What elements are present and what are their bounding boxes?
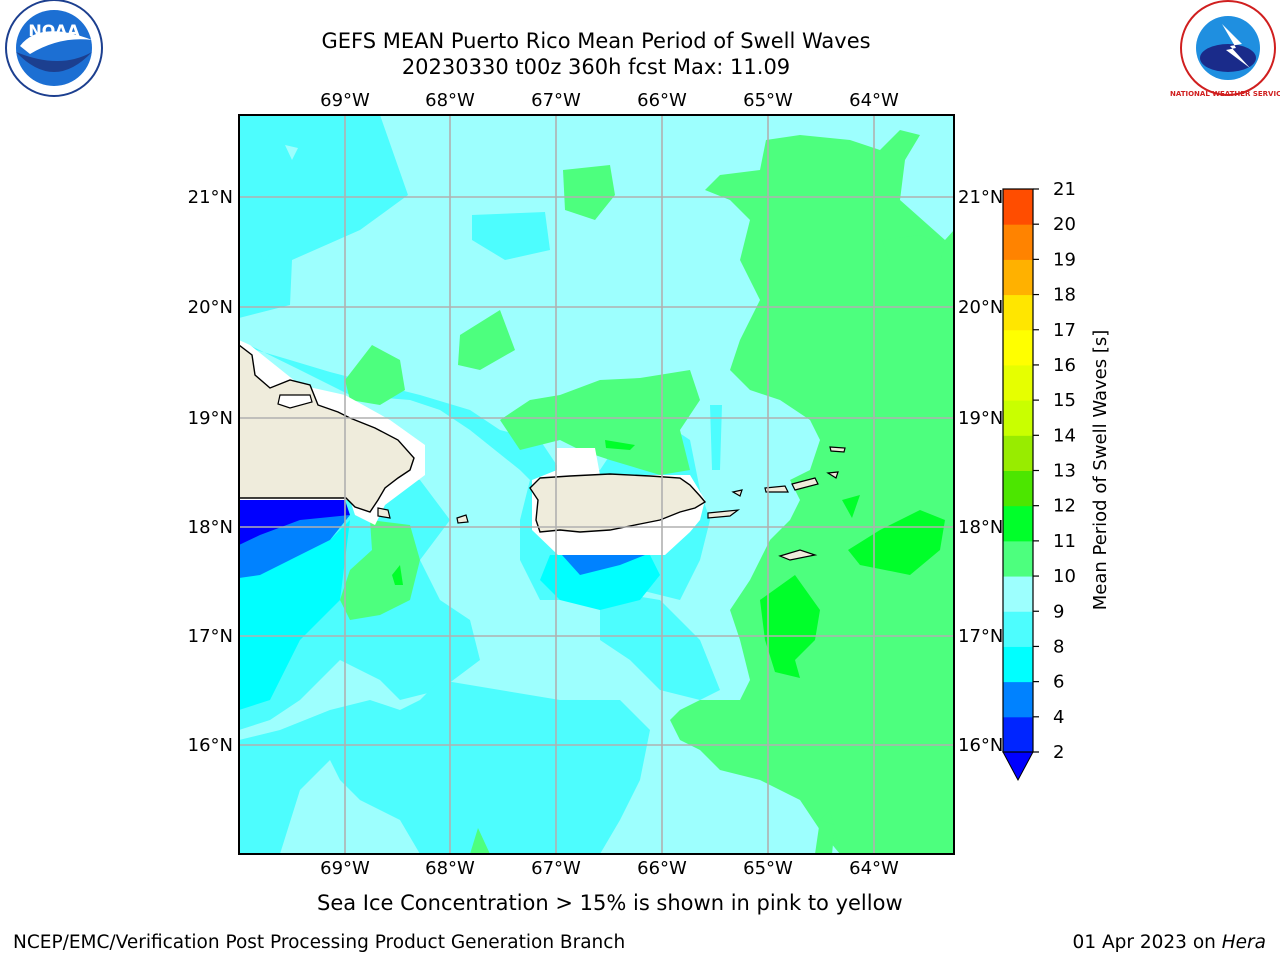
colorbar-tick-label: 11 (1053, 531, 1076, 552)
chart-title-line2: 20230330 t00z 360h fcst Max: 11.09 (401, 55, 791, 79)
lon-labels-bottom: 69°W 68°W 67°W 66°W 65°W 64°W (320, 858, 899, 879)
lon-label-top: 64°W (849, 90, 899, 111)
nws-logo-text: NATIONAL WEATHER SERVICE (1170, 90, 1280, 98)
colorbar-label: Mean Period of Swell Waves [s] (1090, 330, 1111, 611)
colorbar-tick-label: 14 (1053, 425, 1076, 446)
colorbar-tick-label: 13 (1053, 461, 1076, 482)
lon-label-top: 68°W (425, 90, 475, 111)
sea-ice-caption: Sea Ice Concentration > 15% is shown in … (317, 891, 903, 915)
colorbar-band (1003, 540, 1033, 577)
colorbar-band (1003, 646, 1033, 683)
footer-right: 01 Apr 2023 on Hera (1073, 932, 1266, 953)
graticule (239, 115, 954, 854)
colorbar-band (1003, 400, 1033, 436)
colorbar-tick-label: 16 (1053, 355, 1076, 376)
lon-label-bottom: 65°W (743, 858, 793, 879)
colorbar-tick-label: 10 (1053, 566, 1076, 587)
colorbar-band (1003, 259, 1033, 296)
footer-host: Hera (1221, 932, 1266, 953)
colorbar-band (1003, 576, 1033, 612)
colorbar-ticks: 2 4 6 8 9 10 11 12 13 14 15 16 17 18 19 20 21 (1033, 179, 1076, 763)
lat-label-right: 18°N (958, 517, 1003, 538)
contour-9-10 (340, 130, 954, 854)
colorbar-band (1003, 189, 1033, 225)
map-plot-area (239, 115, 954, 854)
colorbar-band (1003, 681, 1033, 718)
lon-label-top: 69°W (320, 90, 370, 111)
colorbar-tick-label: 12 (1053, 496, 1076, 517)
colorbar-bands (1003, 189, 1033, 753)
lon-label-bottom: 66°W (637, 858, 687, 879)
lat-label-left: 21°N (188, 187, 233, 208)
lon-label-bottom: 68°W (425, 858, 475, 879)
lat-label-right: 20°N (958, 297, 1003, 318)
colorbar-under-triangle (1002, 751, 1034, 782)
island-hispaniola (239, 344, 415, 513)
lat-label-left: 18°N (188, 517, 233, 538)
colorbar-band (1003, 611, 1033, 647)
colorbar-band (1003, 716, 1033, 753)
lon-label-top: 66°W (637, 90, 687, 111)
lat-label-right: 19°N (958, 408, 1003, 429)
lat-label-left: 16°N (188, 735, 233, 756)
colorbar-tick-label: 2 (1053, 742, 1064, 763)
footer-left: NCEP/EMC/Verification Post Processing Pr… (13, 932, 626, 953)
colorbar-tick-label: 21 (1053, 179, 1076, 200)
colorbar-band (1003, 294, 1033, 331)
colorbar-band (1003, 364, 1033, 401)
colorbar-band (1003, 505, 1033, 542)
lat-label-left: 17°N (188, 626, 233, 647)
lat-label-right: 21°N (958, 187, 1003, 208)
colorbar-band (1003, 470, 1033, 507)
colorbar-tick-label: 4 (1053, 707, 1064, 728)
lon-label-bottom: 69°W (320, 858, 370, 879)
lat-label-left: 20°N (188, 297, 233, 318)
plot-frame (238, 114, 955, 855)
colorbar: 2 4 6 8 9 10 11 12 13 14 15 16 17 18 19 20 21 Mean Perio… (1002, 179, 1111, 782)
colorbar-band (1003, 224, 1033, 260)
colorbar-tick-label: 15 (1053, 390, 1076, 411)
lon-label-top: 67°W (531, 90, 581, 111)
lat-labels-left: 21°N 20°N 19°N 18°N 17°N 16°N (188, 187, 233, 756)
footer-date: 01 Apr 2023 on (1072, 932, 1222, 953)
colorbar-tick-label: 8 (1053, 636, 1064, 657)
colorbar-tick-label: 6 (1053, 672, 1064, 693)
contour-under-2 (239, 500, 350, 545)
noaa-logo: NOAA (5, 0, 103, 97)
lat-label-left: 19°N (188, 408, 233, 429)
colorbar-tick-label: 9 (1053, 601, 1064, 622)
colorbar-tick-label: 19 (1053, 249, 1076, 270)
colorbar-tick-label: 20 (1053, 214, 1076, 235)
lat-labels-right: 21°N 20°N 19°N 18°N 17°N 16°N (958, 187, 1003, 756)
lat-label-right: 17°N (958, 626, 1003, 647)
noaa-logo-text: NOAA (28, 21, 80, 40)
colorbar-tick-label: 18 (1053, 285, 1076, 306)
lat-label-right: 16°N (958, 735, 1003, 756)
chart-title-line1: GEFS MEAN Puerto Rico Mean Period of Swe… (321, 29, 871, 53)
lon-label-bottom: 64°W (849, 858, 899, 879)
colorbar-band (1003, 329, 1033, 366)
lon-labels-top: 69°W 68°W 67°W 66°W 65°W 64°W (320, 90, 899, 111)
lon-label-top: 65°W (743, 90, 793, 111)
lon-label-bottom: 67°W (531, 858, 581, 879)
colorbar-band (1003, 435, 1033, 471)
nws-logo: NATIONAL WEATHER SERVICE (1170, 0, 1280, 98)
colorbar-tick-label: 17 (1053, 320, 1076, 341)
